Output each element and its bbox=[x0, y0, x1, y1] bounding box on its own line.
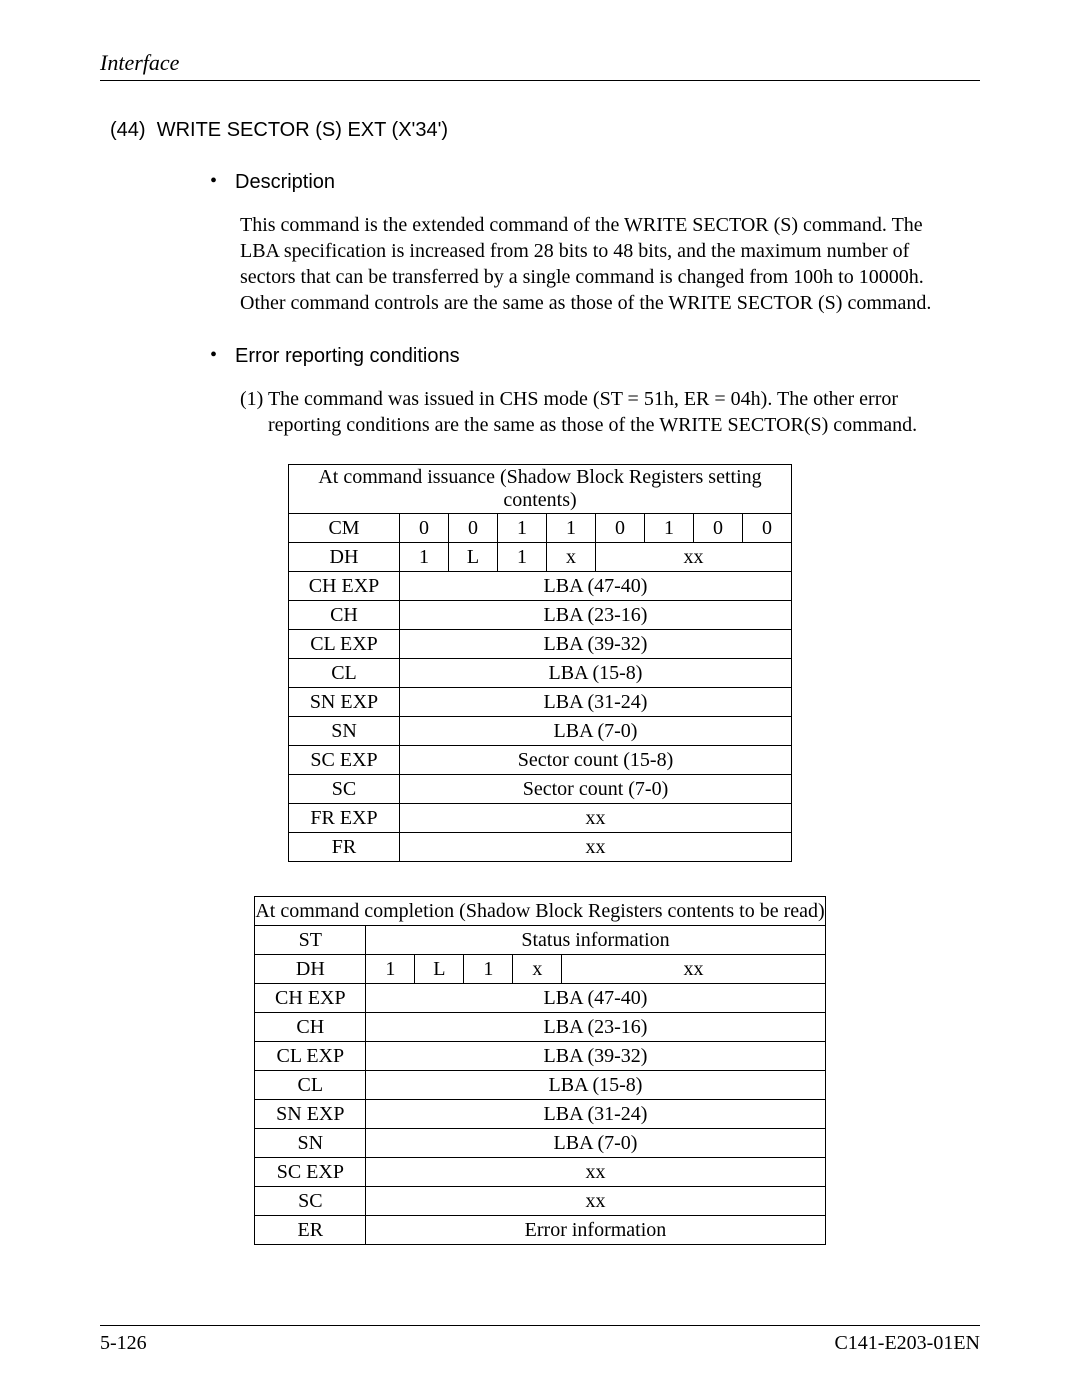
section-title-text: WRITE SECTOR (S) EXT (X'34') bbox=[157, 119, 448, 141]
description-label: Description bbox=[235, 170, 335, 194]
cell: 0 bbox=[400, 514, 449, 543]
table2-title: At command completion (Shadow Block Regi… bbox=[255, 897, 825, 926]
cell: LBA (15-8) bbox=[366, 1071, 825, 1100]
cell: x bbox=[513, 955, 562, 984]
row-label: CH bbox=[255, 1013, 366, 1042]
row-label: CL EXP bbox=[289, 630, 400, 659]
row-label: FR bbox=[289, 833, 400, 862]
row-label: ER bbox=[255, 1216, 366, 1245]
cell: L bbox=[449, 543, 498, 572]
cell: 0 bbox=[596, 514, 645, 543]
cell: Error information bbox=[366, 1216, 825, 1245]
section-number: (44) bbox=[110, 119, 146, 141]
cell: 1 bbox=[645, 514, 694, 543]
row-label: SN bbox=[289, 717, 400, 746]
error-item: (1) The command was issued in CHS mode (… bbox=[240, 386, 920, 438]
description-body: This command is the extended command of … bbox=[240, 212, 940, 316]
bullet-icon: • bbox=[210, 170, 217, 192]
cell: 1 bbox=[400, 543, 449, 572]
cell: LBA (7-0) bbox=[366, 1129, 825, 1158]
cell: LBA (15-8) bbox=[400, 659, 792, 688]
cell: xx bbox=[596, 543, 792, 572]
cell: 1 bbox=[464, 955, 513, 984]
cell: 1 bbox=[498, 514, 547, 543]
section-heading: (44) WRITE SECTOR (S) EXT (X'34') bbox=[110, 119, 980, 142]
cell: L bbox=[415, 955, 464, 984]
row-label: SC bbox=[255, 1187, 366, 1216]
cell: LBA (31-24) bbox=[366, 1100, 825, 1129]
row-label: CH bbox=[289, 601, 400, 630]
cell: xx bbox=[562, 955, 825, 984]
cell: 1 bbox=[547, 514, 596, 543]
cell: Sector count (7-0) bbox=[400, 775, 792, 804]
footer-left: 5-126 bbox=[100, 1332, 147, 1355]
row-label: SC EXP bbox=[289, 746, 400, 775]
cell: LBA (39-32) bbox=[366, 1042, 825, 1071]
row-label: DH bbox=[255, 955, 366, 984]
row-label: CH EXP bbox=[255, 984, 366, 1013]
cell: LBA (47-40) bbox=[400, 572, 792, 601]
row-label: DH bbox=[289, 543, 400, 572]
footer-right: C141-E203-01EN bbox=[834, 1332, 980, 1355]
row-label: CL bbox=[289, 659, 400, 688]
row-label: CM bbox=[289, 514, 400, 543]
cell: 1 bbox=[498, 543, 547, 572]
page: Interface (44) WRITE SECTOR (S) EXT (X'3… bbox=[0, 0, 1080, 1397]
row-label: SN EXP bbox=[255, 1100, 366, 1129]
cell: LBA (47-40) bbox=[366, 984, 825, 1013]
completion-table: At command completion (Shadow Block Regi… bbox=[254, 896, 825, 1245]
row-label: FR EXP bbox=[289, 804, 400, 833]
cell: 0 bbox=[743, 514, 792, 543]
cell: xx bbox=[400, 804, 792, 833]
row-label: SC bbox=[289, 775, 400, 804]
cell: LBA (31-24) bbox=[400, 688, 792, 717]
row-label: SN EXP bbox=[289, 688, 400, 717]
table1-title: At command issuance (Shadow Block Regist… bbox=[289, 465, 792, 514]
row-label: CL bbox=[255, 1071, 366, 1100]
row-label: CH EXP bbox=[289, 572, 400, 601]
cell: 0 bbox=[694, 514, 743, 543]
cell: LBA (23-16) bbox=[400, 601, 792, 630]
cell: xx bbox=[366, 1158, 825, 1187]
bullet-icon: • bbox=[210, 344, 217, 366]
cell: x bbox=[547, 543, 596, 572]
description-bullet: • Description bbox=[210, 170, 980, 194]
cell: LBA (7-0) bbox=[400, 717, 792, 746]
cell: LBA (23-16) bbox=[366, 1013, 825, 1042]
cell: 0 bbox=[449, 514, 498, 543]
issuance-table: At command issuance (Shadow Block Regist… bbox=[288, 464, 792, 862]
cell: Sector count (15-8) bbox=[400, 746, 792, 775]
row-label: SN bbox=[255, 1129, 366, 1158]
cell: Status information bbox=[366, 926, 825, 955]
error-bullet: • Error reporting conditions bbox=[210, 344, 980, 368]
running-header: Interface bbox=[100, 50, 980, 81]
cell: 1 bbox=[366, 955, 415, 984]
cell: xx bbox=[366, 1187, 825, 1216]
page-footer: 5-126 C141-E203-01EN bbox=[100, 1325, 980, 1355]
cell: LBA (39-32) bbox=[400, 630, 792, 659]
row-label: CL EXP bbox=[255, 1042, 366, 1071]
error-label: Error reporting conditions bbox=[235, 344, 460, 368]
row-label: SC EXP bbox=[255, 1158, 366, 1187]
row-label: ST bbox=[255, 926, 366, 955]
cell: xx bbox=[400, 833, 792, 862]
